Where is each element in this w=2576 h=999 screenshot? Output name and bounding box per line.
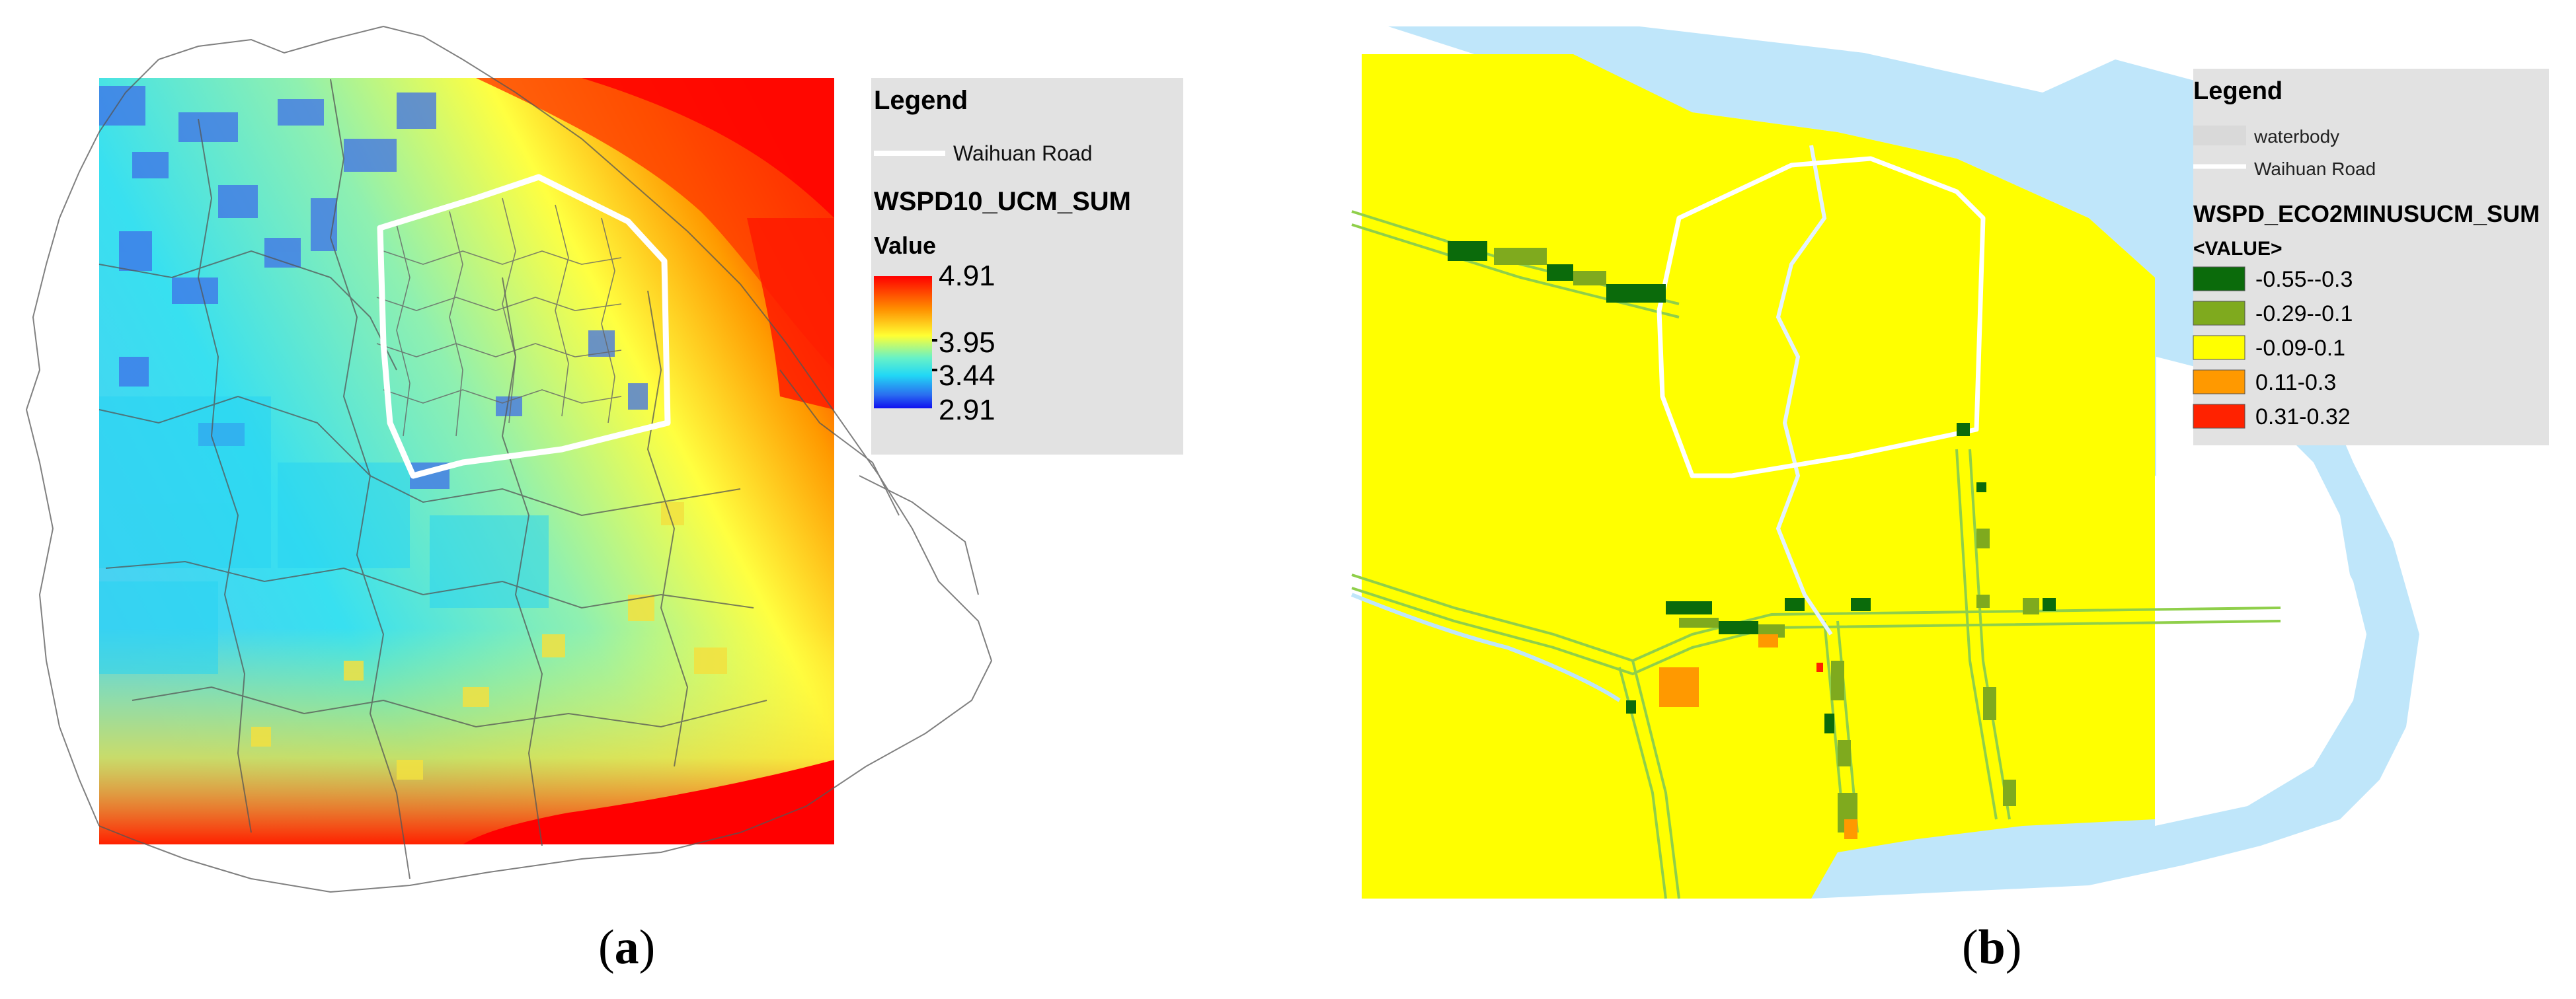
- legend-a-road-label: Waihuan Road: [953, 141, 1093, 165]
- water-specks: [1838, 53, 2095, 178]
- caption-a-letter: a: [614, 920, 639, 975]
- legend-panel-a: Legend Waihuan Road WSPD10_UCM_SUM Value…: [871, 78, 1183, 455]
- mid-speed-patches: [99, 396, 549, 674]
- legend-b-class-swatch: [2193, 369, 2245, 394]
- land-outside-raster: [2156, 357, 2353, 813]
- warm-speckles: [251, 502, 727, 780]
- downtown-boundaries: [376, 198, 622, 437]
- class-5-cells: [1816, 663, 1823, 672]
- legend-b-class-label: -0.29--0.1: [2255, 301, 2353, 326]
- river-line: [1350, 593, 1621, 702]
- legend-b-class-swatch: [2193, 335, 2245, 360]
- legend-a-tick-label: 4.91: [939, 260, 995, 292]
- caption-b: (b): [1962, 920, 2022, 975]
- waihuan-road-ring: [377, 174, 671, 479]
- huangpu-river-line: [1776, 145, 1833, 636]
- legend-panel-b: Legend waterbody Waihuan Road WSPD_ECO2M…: [2193, 69, 2549, 445]
- legend-b-class-label: -0.09-0.1: [2255, 336, 2345, 361]
- legend-a-tick-label: 3.44: [939, 359, 995, 392]
- panel-b-map: [1350, 26, 2419, 899]
- legend-a-color-ramp: [874, 276, 932, 408]
- legend-b-background: [2193, 69, 2549, 445]
- legend-b-class-label: 0.31-0.32: [2255, 404, 2351, 429]
- class-4-cells: [1659, 634, 1857, 839]
- high-speed-band-east: [747, 218, 834, 410]
- legend-a-value-label: Value: [874, 232, 936, 259]
- legend-b-class-label: -0.55--0.3: [2255, 267, 2353, 292]
- legend-b-item-label: waterbody: [2253, 126, 2339, 147]
- legend-a-tick-label: 3.95: [939, 326, 995, 359]
- high-speed-band-ne: [476, 78, 834, 370]
- legend-b-value-label: <VALUE>: [2193, 238, 2283, 260]
- legend-a-title: Legend: [874, 86, 968, 115]
- legend-b-class-swatch: [2193, 404, 2245, 429]
- high-speed-band-ne-inner: [582, 78, 834, 218]
- panel-a-map: [25, 25, 993, 893]
- class-2-cells: [1494, 248, 2039, 832]
- legend-b-class-swatch: [2193, 266, 2245, 291]
- low-speed-patches: [99, 86, 648, 489]
- waihuan-road-ring-b: [1657, 156, 1986, 478]
- caption-a: (a): [598, 920, 656, 975]
- legend-b-layer-name: WSPD_ECO2MINUSUCM_SUM: [2193, 200, 2540, 227]
- caption-b-letter: b: [1978, 920, 2006, 975]
- legend-b-class-list: -0.55--0.3 -0.29--0.1 -0.09-0.1 0.11-0.3 0.3…: [2193, 266, 2353, 429]
- district-boundaries: [25, 25, 993, 893]
- legend-b-class-label: 0.11-0.3: [2255, 370, 2336, 395]
- high-speed-band-south: [463, 760, 834, 844]
- legend-b-water-swatch: [2193, 126, 2246, 145]
- legend-b-title: Legend: [2193, 77, 2283, 105]
- legend-b-item-label: Waihuan Road: [2254, 159, 2376, 179]
- legend-a-tick-label: 2.91: [939, 394, 995, 426]
- legend-b-class-swatch: [2193, 301, 2245, 326]
- legend-a-layer-name: WSPD10_UCM_SUM: [874, 187, 1131, 216]
- class-1-cells: [1448, 241, 2056, 733]
